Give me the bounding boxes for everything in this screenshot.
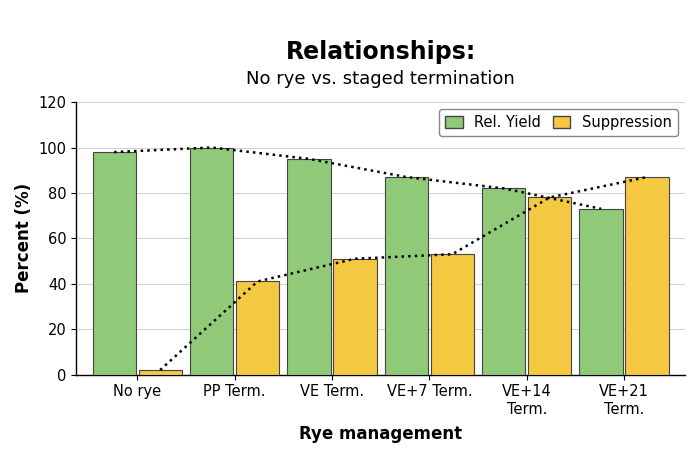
Y-axis label: Percent (%): Percent (%) [15, 183, 33, 294]
Bar [430, 254, 474, 375]
Bar [385, 177, 428, 375]
Bar [333, 259, 377, 375]
Legend: Rel. Yield, Suppression: Rel. Yield, Suppression [440, 109, 678, 136]
Bar [139, 370, 182, 375]
Bar [287, 159, 330, 375]
Bar [482, 188, 526, 375]
X-axis label: Rye management: Rye management [299, 425, 462, 443]
Bar [190, 147, 233, 375]
Bar [626, 177, 668, 375]
Bar [528, 197, 571, 375]
Text: No rye vs. staged termination: No rye vs. staged termination [246, 71, 515, 88]
Bar [92, 152, 136, 375]
Bar [236, 282, 279, 375]
Bar [580, 209, 623, 375]
Text: Relationships:: Relationships: [286, 40, 476, 64]
